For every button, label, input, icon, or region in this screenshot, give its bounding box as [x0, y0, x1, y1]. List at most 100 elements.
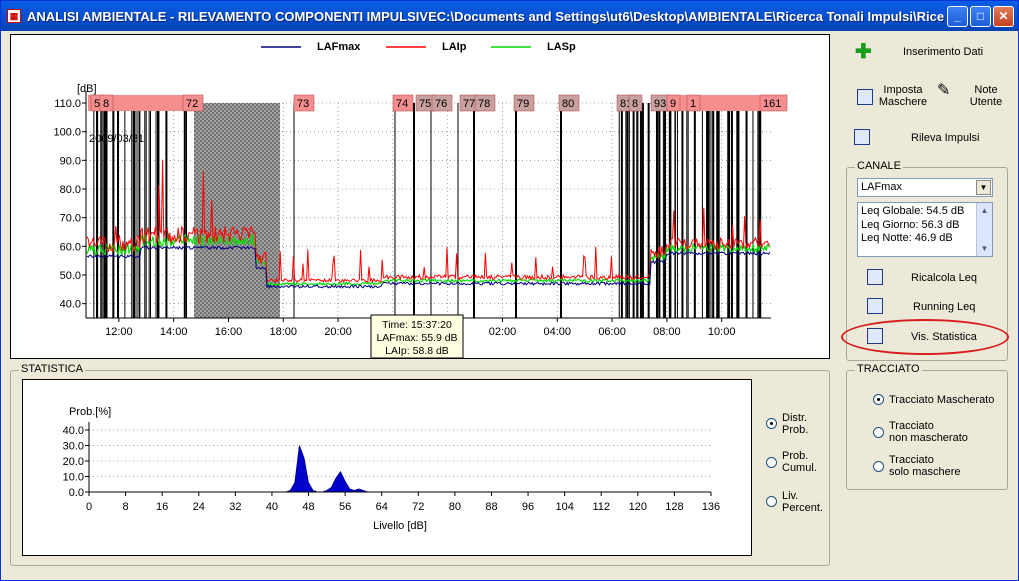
stat-x-tick-label: 136: [702, 501, 720, 513]
running-chart-icon: [867, 298, 883, 314]
radio-tracciato-solo-maschere-label: Tracciato solo maschere: [889, 454, 961, 478]
stat-x-tick-label: 16: [156, 501, 168, 513]
y-tick-label: 60.0: [60, 241, 81, 253]
impulse-marker-label: 79: [517, 98, 529, 110]
tracciato-group: TRACCIATO: [846, 363, 1008, 490]
leq-giorno: Leq Giorno: 56.3 dB: [861, 218, 960, 231]
stat-x-tick-label: 0: [86, 501, 92, 513]
stat-x-tick-label: 40: [266, 501, 278, 513]
mask-region[interactable]: [194, 103, 280, 318]
stat-x-tick-label: 80: [449, 501, 461, 513]
x-tick-label: 20:00: [324, 326, 352, 338]
x-tick-label: 04:00: [544, 326, 572, 338]
impulse-icon: [854, 129, 870, 145]
impulse-marker[interactable]: [99, 94, 114, 112]
stat-x-tick-label: 48: [302, 501, 314, 513]
x-tick-label: 08:00: [653, 326, 681, 338]
leq-scrollbar[interactable]: ▲ ▼: [976, 203, 992, 256]
legend-label-lasp: LASp: [547, 41, 576, 53]
impulse-marker[interactable]: [392, 94, 414, 112]
time-history-svg: LAFmax LAIp LASp [dB] 5 8 72 73 74 75 76 77 78 79 80…: [53, 41, 788, 359]
y-tick-label: 40.0: [60, 299, 81, 311]
plus-icon: ✚: [855, 41, 872, 63]
imposta-maschere-button[interactable]: Imposta Maschere: [851, 83, 931, 111]
impulse-marker-label: 1: [690, 98, 696, 110]
radio-tracciato-non-mascherato-label: Tracciato non mascherato: [889, 420, 968, 444]
stat-x-tick-label: 128: [665, 501, 683, 513]
impulse-marker[interactable]: [293, 94, 315, 112]
stat-x-tick-label: 24: [193, 501, 205, 513]
y-tick-label: 100.0: [53, 127, 81, 139]
radio-prob-cumul[interactable]: [766, 457, 777, 468]
impulse-marker-label: 78: [478, 98, 490, 110]
scroll-up-icon[interactable]: ▲: [980, 206, 989, 215]
stat-x-tick-label: 88: [485, 501, 497, 513]
running-leq-button[interactable]: Running Leq: [859, 296, 999, 318]
ricalcola-leq-button[interactable]: Ricalcola Leq: [859, 267, 999, 289]
stat-y-tick-label: 0.0: [69, 487, 84, 499]
tooltip-laip: LAIp: 58.8 dB: [385, 345, 449, 357]
statistics-chart[interactable]: Prob.[%] 40.0 30.0 20.0 10.0 0.0 0 8 16 24 32 40 4…: [22, 379, 752, 556]
title-bar: ▦ ANALISI AMBIENTALE - RILEVAMENTO COMPO…: [1, 1, 1018, 31]
time-history-chart[interactable]: LAFmax LAIp LASp [dB] 5 8 72 73 74 75 76 77 78 79 80…: [10, 34, 830, 359]
x-tick-label: 10:00: [708, 326, 736, 338]
leq-listbox[interactable]: Leq Globale: 54.5 dB Leq Giorno: 56.3 dB…: [857, 202, 993, 257]
stat-y-tick-label: 40.0: [63, 425, 84, 437]
impulse-marker-label: 76: [435, 98, 447, 110]
impulse-marker-label: 93: [654, 98, 666, 110]
date-label: 2009/03/31: [89, 133, 144, 145]
impulse-marker[interactable]: [513, 94, 535, 112]
impulse-marker[interactable]: [474, 94, 496, 112]
impulse-marker-label: 9: [670, 98, 676, 110]
impulse-marker[interactable]: [628, 94, 643, 112]
impulse-marker-label: 8: [103, 98, 109, 110]
stat-x-tick-label: 112: [592, 501, 610, 513]
radio-liv-percent[interactable]: [766, 496, 777, 507]
impulse-marker[interactable]: [558, 94, 580, 112]
leq-globale: Leq Globale: 54.5 dB: [861, 205, 965, 217]
x-tick-label: 06:00: [598, 326, 626, 338]
chevron-down-icon[interactable]: ▼: [976, 180, 991, 195]
lafmax-series: [86, 245, 771, 289]
scroll-down-icon[interactable]: ▼: [980, 244, 989, 253]
inserimento-dati-button[interactable]: ✚ Inserimento Dati: [855, 41, 984, 63]
stat-x-tick-label: 8: [123, 501, 129, 513]
impulse-marker-label: 77: [463, 98, 475, 110]
radio-liv-percent-label: Liv. Percent.: [782, 490, 823, 514]
y-tick-label: 90.0: [60, 155, 81, 167]
legend-label-laip: LAIp: [442, 41, 467, 53]
radio-tracciato-solo-maschere[interactable]: [873, 461, 884, 472]
stat-y-tick-label: 10.0: [63, 472, 84, 484]
radio-distr-prob-label: Distr. Prob.: [782, 412, 809, 436]
rileva-impulsi-button[interactable]: Rileva Impulsi: [851, 127, 1009, 149]
radio-distr-prob[interactable]: [766, 418, 777, 429]
stat-x-tick-label: 72: [412, 501, 424, 513]
y-tick-label: 80.0: [60, 184, 81, 196]
x-tick-label: 18:00: [270, 326, 298, 338]
note-utente-button[interactable]: ✎ Note Utente: [937, 82, 1003, 109]
x-tick-label: 12:00: [105, 326, 133, 338]
impulse-marker[interactable]: [666, 94, 681, 112]
impulse-marker-label: 75: [419, 98, 431, 110]
x-tick-label: 02:00: [489, 326, 517, 338]
canale-select[interactable]: LAFmax ▼: [857, 178, 993, 197]
radio-tracciato-non-mascherato[interactable]: [873, 427, 884, 438]
mask-chart-icon: [857, 89, 873, 105]
window-title: ANALISI AMBIENTALE - RILEVAMENTO COMPONE…: [27, 9, 945, 24]
impulse-marker[interactable]: [431, 94, 453, 112]
impulse-marker-label: 80: [562, 98, 574, 110]
stat-y-label: Prob.[%]: [69, 406, 111, 418]
radio-tracciato-mascherato[interactable]: [873, 394, 884, 405]
maximize-button[interactable]: □: [970, 6, 991, 27]
minimize-button[interactable]: _: [947, 6, 968, 27]
canale-group: CANALE: [846, 160, 1008, 361]
app-icon: ▦: [7, 9, 21, 23]
y-unit-label: [dB]: [77, 83, 97, 95]
impulse-marker[interactable]: [686, 94, 701, 112]
impulse-marker-label: 74: [396, 98, 408, 110]
stat-x-tick-label: 64: [376, 501, 388, 513]
close-button[interactable]: ✕: [993, 6, 1014, 27]
statistica-label: STATISTICA: [19, 363, 85, 375]
impulse-marker[interactable]: [759, 94, 788, 112]
impulse-marker[interactable]: [182, 94, 204, 112]
